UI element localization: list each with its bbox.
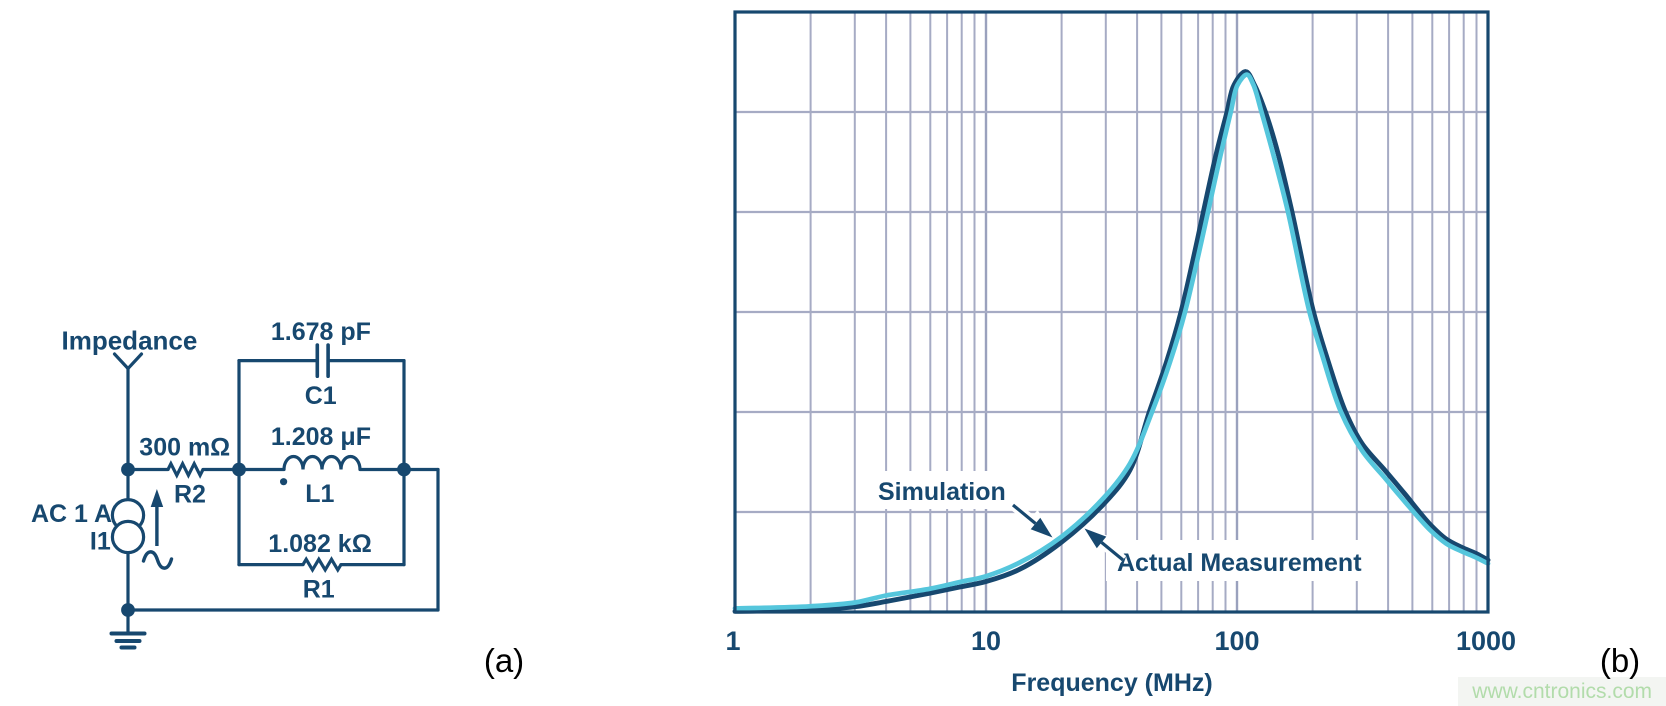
svg-text:1000: 1000 (1456, 626, 1516, 656)
svg-text:10: 10 (971, 626, 1001, 656)
svg-text:(b): (b) (1600, 642, 1640, 679)
svg-text:R1: R1 (303, 576, 335, 604)
svg-text:300 mΩ: 300 mΩ (139, 434, 230, 462)
svg-text:C1: C1 (305, 382, 337, 410)
svg-text:Simulation: Simulation (878, 478, 1006, 506)
svg-text:Frequency (MHz): Frequency (MHz) (1011, 669, 1212, 697)
svg-text:AC 1 A: AC 1 A (31, 500, 112, 528)
svg-text:(a): (a) (484, 642, 524, 679)
svg-text:R2: R2 (174, 481, 206, 509)
svg-text:L1: L1 (305, 480, 334, 508)
svg-text:Actual Measurement: Actual Measurement (1117, 549, 1362, 577)
svg-text:1.208 μF: 1.208 μF (271, 423, 371, 451)
svg-text:www.cntronics.com: www.cntronics.com (1471, 680, 1652, 703)
svg-text:Impedance: Impedance (62, 326, 198, 356)
svg-text:100: 100 (1214, 626, 1259, 656)
svg-text:1: 1 (725, 626, 740, 656)
svg-text:1.082 kΩ: 1.082 kΩ (268, 530, 371, 558)
svg-text:I1: I1 (90, 528, 111, 556)
svg-text:1.678 pF: 1.678 pF (271, 318, 371, 346)
